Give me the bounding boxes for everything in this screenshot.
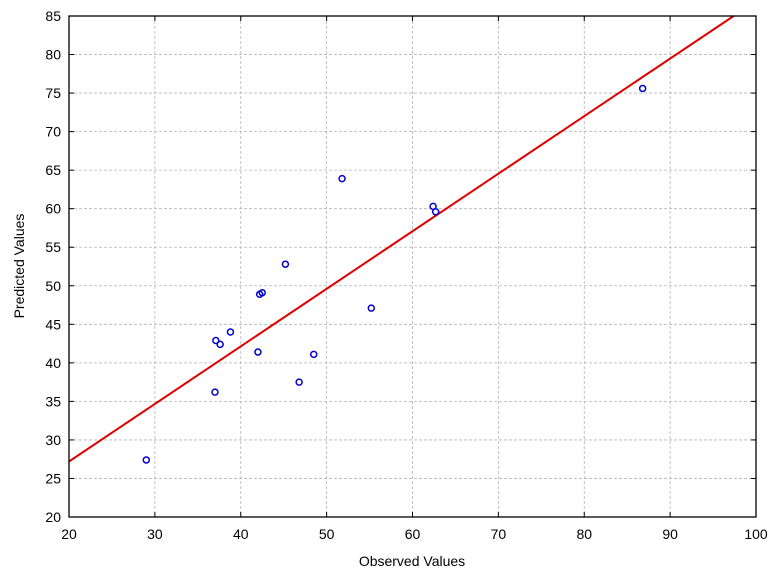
- data-points: [142, 84, 647, 464]
- data-point: [338, 174, 346, 183]
- data-point: [367, 304, 376, 312]
- tick-labels: 20 30 40 50 60 70 80 90 100 20 25 30 35 40 45 50 55 60 65 7…: [45, 8, 767, 542]
- x-tick-label: 40: [233, 526, 249, 542]
- y-tick-label: 75: [45, 85, 61, 101]
- data-point: [212, 336, 220, 345]
- y-tick-label: 20: [45, 509, 61, 525]
- fit-line-layer: [68, 15, 735, 463]
- x-tick-label: 50: [319, 526, 335, 542]
- y-tick-label: 60: [45, 201, 61, 217]
- regression-line: [68, 15, 735, 463]
- x-tick-label: 20: [61, 526, 77, 542]
- y-tick-label: 70: [45, 124, 61, 140]
- y-tick-label: 30: [45, 432, 61, 448]
- y-tick-label: 85: [45, 8, 61, 24]
- y-tick-label: 55: [45, 239, 61, 255]
- data-point: [281, 260, 290, 268]
- data-point: [258, 288, 266, 297]
- y-axis-title: Predicted Values: [11, 214, 27, 319]
- y-tick-label: 50: [45, 278, 61, 294]
- data-point: [431, 208, 440, 216]
- data-point: [309, 350, 318, 359]
- y-tick-label: 35: [45, 393, 61, 409]
- x-tick-label: 90: [662, 526, 678, 542]
- axis-ticks: [68, 15, 757, 518]
- y-tick-label: 80: [45, 47, 61, 63]
- x-tick-label: 70: [491, 526, 507, 542]
- x-tick-label: 100: [744, 526, 768, 542]
- data-point: [216, 340, 224, 349]
- x-tick-label: 30: [147, 526, 163, 542]
- data-point: [142, 456, 151, 464]
- data-point: [295, 378, 303, 386]
- data-point: [254, 348, 262, 356]
- y-tick-label: 40: [45, 355, 61, 371]
- gridlines: [69, 16, 756, 517]
- y-tick-label: 65: [45, 162, 61, 178]
- y-tick-label: 25: [45, 470, 61, 486]
- y-tick-label: 45: [45, 316, 61, 332]
- data-point: [638, 84, 647, 93]
- x-tick-label: 80: [576, 526, 592, 542]
- x-tick-label: 60: [405, 526, 421, 542]
- data-point: [211, 388, 219, 396]
- data-point: [226, 328, 235, 336]
- x-axis-title: Observed Values: [359, 553, 465, 569]
